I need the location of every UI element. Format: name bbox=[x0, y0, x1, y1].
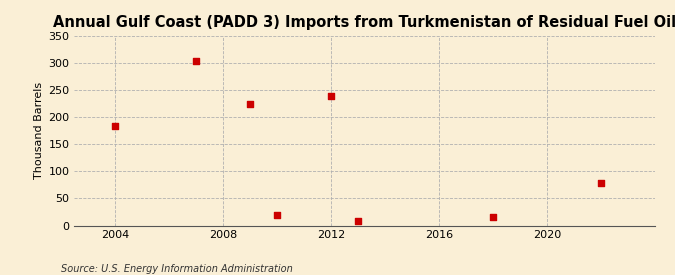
Point bbox=[325, 94, 336, 99]
Title: Annual Gulf Coast (PADD 3) Imports from Turkmenistan of Residual Fuel Oil: Annual Gulf Coast (PADD 3) Imports from … bbox=[53, 15, 675, 31]
Point bbox=[271, 213, 282, 218]
Point bbox=[190, 59, 201, 63]
Point bbox=[109, 124, 120, 128]
Text: Source: U.S. Energy Information Administration: Source: U.S. Energy Information Administ… bbox=[61, 264, 292, 274]
Point bbox=[352, 219, 363, 223]
Point bbox=[244, 102, 255, 106]
Point bbox=[487, 215, 498, 219]
Y-axis label: Thousand Barrels: Thousand Barrels bbox=[34, 82, 44, 179]
Point bbox=[595, 180, 606, 185]
